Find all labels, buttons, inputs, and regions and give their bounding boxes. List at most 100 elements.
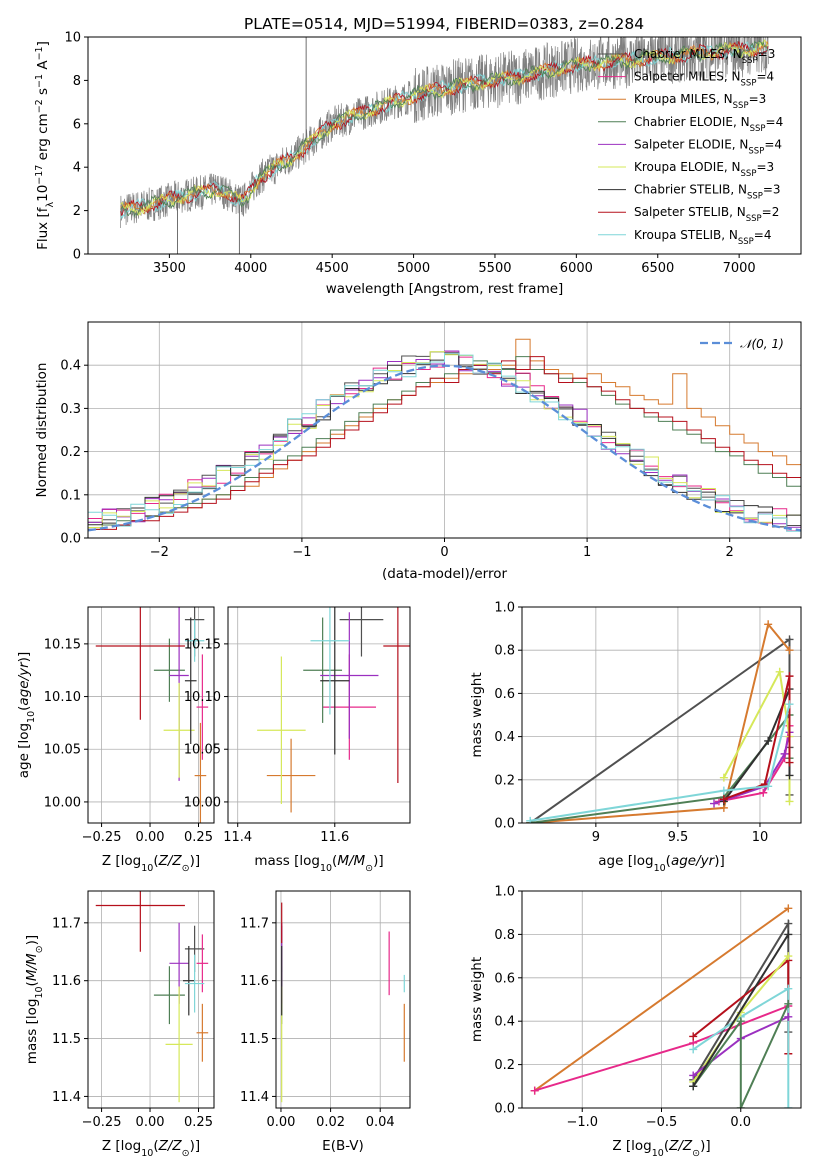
plus-marker bbox=[785, 758, 794, 767]
axes-frame bbox=[275, 890, 411, 1109]
plus-marker bbox=[785, 700, 794, 709]
error-point bbox=[196, 934, 209, 993]
x-axis-label: (data-model)/error bbox=[382, 566, 508, 582]
x-tick-label: −0.25 bbox=[82, 830, 122, 845]
y-tick-label: 1.0 bbox=[494, 885, 515, 900]
y-tick-label: 0.2 bbox=[494, 773, 515, 788]
x-tick-label: 0.00 bbox=[136, 1115, 165, 1130]
y-tick-label: 11.6 bbox=[240, 974, 269, 989]
panel-mass_vs_Z: −0.25 0.00 0.25 11.4 11.5 11.6 11.7 Z [log10(Z/… bbox=[24, 890, 215, 1159]
normal-curve bbox=[88, 364, 801, 532]
x-axis-label: Z [log10(Z/Z⊙)] bbox=[612, 1138, 710, 1159]
y-axis-label: mass weight bbox=[469, 957, 485, 1042]
x-tick-label: 11.4 bbox=[223, 830, 252, 845]
plus-marker bbox=[736, 1104, 745, 1108]
y-tick-label: 1.0 bbox=[494, 601, 515, 616]
x-tick-label: 0 bbox=[440, 545, 448, 560]
plus-marker bbox=[784, 930, 793, 939]
y-tick-label: 0.8 bbox=[494, 644, 515, 659]
legend-entry: 𝒩(0, 1) bbox=[740, 337, 784, 351]
panel-spectrum: 3500 4000 4500 5000 5500 6000 6500 7000 0 2 4 6 8 10 w… bbox=[34, 31, 802, 297]
y-tick-label: 10.10 bbox=[44, 690, 81, 705]
error-point bbox=[184, 954, 205, 1013]
y-tick-label: 0.8 bbox=[494, 928, 515, 943]
mass-weight-line bbox=[692, 986, 790, 1108]
error-point bbox=[184, 619, 205, 662]
plus-marker bbox=[764, 620, 773, 629]
y-tick-label: 0.2 bbox=[494, 1058, 515, 1073]
x-tick-label: 6000 bbox=[560, 261, 593, 276]
error-point bbox=[196, 654, 209, 760]
axes-frame bbox=[87, 606, 215, 824]
error-point bbox=[320, 612, 379, 739]
x-tick-label: −1 bbox=[292, 545, 311, 560]
plus-marker bbox=[530, 1086, 539, 1095]
plus-marker bbox=[764, 782, 773, 791]
x-axis-label: mass [log10(M/M⊙)] bbox=[254, 853, 383, 874]
y-tick-label: 4 bbox=[73, 161, 81, 176]
model-fit-line bbox=[120, 39, 769, 218]
y-tick-label: 10.15 bbox=[44, 637, 81, 652]
y-tick-label: 11.6 bbox=[52, 974, 81, 989]
x-tick-label: 5000 bbox=[397, 261, 430, 276]
error-point bbox=[310, 607, 350, 715]
histogram-step-line bbox=[88, 352, 801, 532]
y-tick-label: 0.4 bbox=[60, 359, 81, 374]
y-tick-label: 11.7 bbox=[52, 916, 81, 931]
y-tick-label: 11.7 bbox=[240, 916, 269, 931]
plus-marker bbox=[784, 1104, 793, 1108]
error-point bbox=[196, 1003, 209, 1062]
plus-marker bbox=[785, 672, 794, 681]
plot-area bbox=[95, 891, 209, 1103]
y-axis-label: age [log10(age/yr)] bbox=[16, 652, 37, 778]
x-tick-label: 9 bbox=[592, 830, 600, 845]
x-tick-label: 0.02 bbox=[316, 1115, 345, 1130]
panel-age_vs_Z: −0.25 0.00 0.25 10.00 10.05 10.10 10.15 Z [log1… bbox=[16, 606, 215, 874]
error-point bbox=[95, 891, 185, 952]
y-tick-label: 10.10 bbox=[184, 690, 221, 705]
x-tick-label: −0.5 bbox=[646, 1115, 678, 1130]
x-axis-label: Z [log10(Z/Z⊙)] bbox=[102, 853, 200, 874]
plot-area bbox=[88, 338, 801, 532]
plus-marker bbox=[736, 1017, 745, 1026]
mass-weight-line bbox=[534, 907, 789, 1092]
x-tick-label: 9.5 bbox=[668, 830, 689, 845]
plot-area bbox=[530, 904, 793, 1108]
legend-entry: Kroupa MILES, NSSP=3 bbox=[634, 92, 766, 111]
mass-weight-line bbox=[530, 622, 791, 823]
y-tick-label: 11.5 bbox=[240, 1032, 269, 1047]
y-tick-label: 0.2 bbox=[60, 445, 81, 460]
x-axis-label: wavelength [Angstrom, rest frame] bbox=[326, 281, 564, 297]
mass-weight-line bbox=[692, 1003, 790, 1108]
x-tick-label: 0.00 bbox=[266, 1115, 295, 1130]
plus-marker bbox=[784, 919, 793, 928]
x-tick-label: 0.04 bbox=[366, 1115, 395, 1130]
error-point bbox=[303, 617, 343, 723]
legend-entry: Kroupa STELIB, NSSP=4 bbox=[634, 228, 772, 247]
plus-marker bbox=[785, 646, 794, 655]
spectrum-title: PLATE=0514, MJD=51994, FIBERID=0383, z=0… bbox=[244, 15, 644, 33]
plus-marker bbox=[775, 667, 784, 676]
plus-marker bbox=[785, 797, 794, 806]
y-tick-label: 6 bbox=[73, 117, 81, 132]
y-tick-label: 0.6 bbox=[494, 687, 515, 702]
y-tick-label: 2 bbox=[73, 204, 81, 219]
x-tick-label: 0.00 bbox=[136, 830, 165, 845]
y-tick-label: 10 bbox=[64, 31, 81, 46]
y-tick-label: 8 bbox=[73, 74, 81, 89]
plus-marker bbox=[719, 773, 728, 782]
plus-marker bbox=[785, 635, 794, 644]
plus-marker bbox=[780, 749, 789, 758]
y-tick-label: 10.00 bbox=[184, 795, 221, 810]
error-point bbox=[184, 617, 197, 744]
x-tick-label: 10 bbox=[752, 830, 769, 845]
panel-residuals: −2 −1 0 1 2 0.0 0.1 0.2 0.3 0.4 𝒩(0, 1) (data-model… bbox=[34, 321, 802, 582]
plus-marker bbox=[689, 1045, 698, 1054]
plus-marker bbox=[784, 952, 793, 961]
y-tick-label: 11.4 bbox=[52, 1090, 81, 1105]
axes-frame bbox=[87, 890, 215, 1109]
y-axis-label: mass [log10(M/M⊙)] bbox=[24, 935, 45, 1064]
plus-marker bbox=[784, 904, 793, 913]
y-tick-label: 0.1 bbox=[60, 488, 81, 503]
x-tick-label: 4500 bbox=[316, 261, 349, 276]
